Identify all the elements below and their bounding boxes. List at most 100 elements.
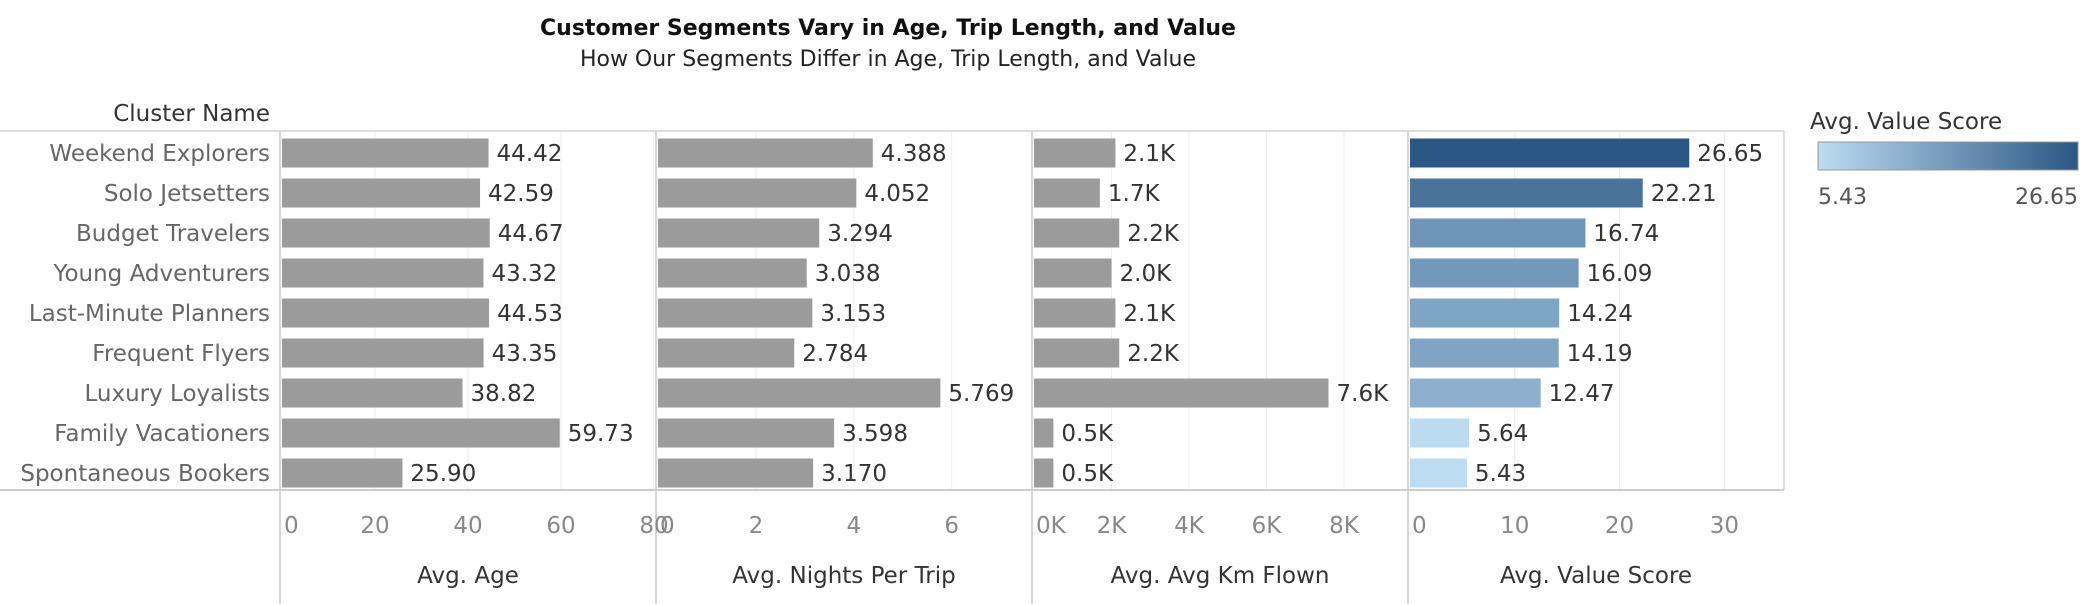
avg-nights-per-trip-bar-weekend-explorers [658, 138, 873, 168]
axis-layer: 0 20 40 60 80 Avg. Age 0 2 4 6 Avg. Nights Per Tri… [284, 513, 1739, 589]
avg-age-value-label-frequent-flyers: 43.35 [492, 341, 558, 367]
row-label-family-vacationers: Family Vacationers [54, 421, 270, 447]
avg-avg-km-flown-bar-budget-travelers [1034, 218, 1120, 248]
avg-avg-km-flown-value-label-luxury-loyalists: 7.6K [1337, 381, 1390, 407]
avg-age-value-label-solo-jetsetters: 42.59 [488, 181, 554, 207]
avg-nights-per-trip-axis-title: Avg. Nights Per Trip [732, 563, 955, 589]
avg-avg-km-flown-bar-weekend-explorers [1034, 138, 1116, 168]
avg-age-tick-label-0: 0 [284, 513, 299, 539]
avg-age-value-label-last-minute-planners: 44.53 [497, 301, 563, 327]
avg-value-score-bar-solo-jetsetters [1410, 178, 1643, 208]
row-label-last-minute-planners: Last-Minute Planners [29, 301, 270, 327]
avg-nights-per-trip-tick-label-0: 0 [660, 513, 675, 539]
avg-value-score-value-label-frequent-flyers: 14.19 [1567, 341, 1633, 367]
avg-nights-per-trip-value-label-luxury-loyalists: 5.769 [948, 381, 1014, 407]
color-legend: Avg. Value Score 5.43 26.65 [1810, 109, 2079, 210]
avg-age-tick-label-3: 60 [546, 513, 575, 539]
avg-nights-per-trip-value-label-budget-travelers: 3.294 [827, 221, 893, 247]
avg-avg-km-flown-bar-family-vacationers [1034, 418, 1054, 448]
avg-avg-km-flown-tick-label-4: 8K [1329, 513, 1360, 539]
avg-nights-per-trip-value-label-young-adventurers: 3.038 [815, 261, 881, 287]
avg-value-score-value-label-family-vacationers: 5.64 [1477, 421, 1528, 447]
avg-avg-km-flown-value-label-young-adventurers: 2.0K [1120, 261, 1173, 287]
avg-avg-km-flown-value-label-family-vacationers: 0.5K [1061, 421, 1114, 447]
avg-avg-km-flown-tick-label-1: 2K [1097, 513, 1128, 539]
avg-age-value-label-spontaneous-bookers: 25.90 [410, 461, 476, 487]
row-label-weekend-explorers: Weekend Explorers [49, 141, 270, 167]
avg-value-score-value-label-spontaneous-bookers: 5.43 [1475, 461, 1526, 487]
avg-value-score-axis-title: Avg. Value Score [1500, 563, 1692, 589]
avg-nights-per-trip-bar-young-adventurers [658, 258, 807, 288]
avg-nights-per-trip-bar-frequent-flyers [658, 338, 795, 368]
row-label-frequent-flyers: Frequent Flyers [92, 341, 270, 367]
legend-gradient-bar [1817, 141, 2079, 171]
avg-avg-km-flown-axis-title: Avg. Avg Km Flown [1110, 563, 1329, 589]
avg-nights-per-trip-bar-last-minute-planners [658, 298, 813, 328]
row-label-solo-jetsetters: Solo Jetsetters [104, 181, 270, 207]
avg-nights-per-trip-tick-label-2: 4 [846, 513, 861, 539]
legend-max-label: 26.65 [2015, 185, 2078, 210]
avg-nights-per-trip-value-label-family-vacationers: 3.598 [842, 421, 908, 447]
avg-age-bar-young-adventurers [282, 258, 484, 288]
bars-layer [282, 138, 1690, 488]
avg-value-score-bar-last-minute-planners [1410, 298, 1560, 328]
avg-value-score-tick-label-2: 20 [1605, 513, 1634, 539]
avg-value-score-value-label-solo-jetsetters: 22.21 [1651, 181, 1717, 207]
avg-nights-per-trip-bar-spontaneous-bookers [658, 458, 814, 488]
avg-value-score-tick-label-1: 10 [1500, 513, 1529, 539]
chart-title: Customer Segments Vary in Age, Trip Leng… [540, 16, 1236, 41]
row-label-young-adventurers: Young Adventurers [52, 261, 270, 287]
avg-avg-km-flown-tick-label-2: 4K [1174, 513, 1205, 539]
legend-title: Avg. Value Score [1810, 109, 2002, 135]
avg-value-score-value-label-luxury-loyalists: 12.47 [1549, 381, 1615, 407]
avg-nights-per-trip-bar-solo-jetsetters [658, 178, 857, 208]
avg-avg-km-flown-bar-solo-jetsetters [1034, 178, 1100, 208]
avg-nights-per-trip-value-label-spontaneous-bookers: 3.170 [821, 461, 887, 487]
avg-age-axis-title: Avg. Age [417, 563, 519, 589]
avg-age-tick-label-4: 80 [639, 513, 668, 539]
avg-nights-per-trip-bar-luxury-loyalists [658, 378, 941, 408]
avg-age-value-label-luxury-loyalists: 38.82 [471, 381, 537, 407]
legend-min-label: 5.43 [1818, 185, 1867, 210]
row-label-spontaneous-bookers: Spontaneous Bookers [20, 461, 270, 487]
avg-nights-per-trip-tick-label-1: 2 [749, 513, 764, 539]
chart-subtitle: How Our Segments Differ in Age, Trip Len… [580, 47, 1196, 72]
avg-age-value-label-budget-travelers: 44.67 [498, 221, 564, 247]
avg-age-value-label-family-vacationers: 59.73 [568, 421, 634, 447]
avg-age-bar-spontaneous-bookers [282, 458, 403, 488]
avg-age-bar-frequent-flyers [282, 338, 484, 368]
avg-avg-km-flown-bar-luxury-loyalists [1034, 378, 1329, 408]
avg-value-score-tick-label-0: 0 [1412, 513, 1427, 539]
avg-value-score-bar-family-vacationers [1410, 418, 1470, 448]
avg-nights-per-trip-bar-family-vacationers [658, 418, 835, 448]
avg-avg-km-flown-bar-frequent-flyers [1034, 338, 1120, 368]
avg-value-score-value-label-last-minute-planners: 14.24 [1567, 301, 1633, 327]
avg-age-value-label-young-adventurers: 43.32 [491, 261, 557, 287]
avg-age-bar-family-vacationers [282, 418, 560, 448]
avg-avg-km-flown-value-label-weekend-explorers: 2.1K [1123, 141, 1176, 167]
avg-value-score-bar-luxury-loyalists [1410, 378, 1541, 408]
row-header: Cluster Name [113, 101, 270, 127]
avg-age-bar-luxury-loyalists [282, 378, 463, 408]
avg-nights-per-trip-tick-label-3: 6 [944, 513, 959, 539]
avg-nights-per-trip-value-label-weekend-explorers: 4.388 [881, 141, 947, 167]
avg-value-score-value-label-weekend-explorers: 26.65 [1697, 141, 1763, 167]
avg-avg-km-flown-value-label-last-minute-planners: 2.1K [1123, 301, 1176, 327]
avg-value-score-value-label-budget-travelers: 16.74 [1593, 221, 1659, 247]
avg-age-bar-solo-jetsetters [282, 178, 481, 208]
avg-avg-km-flown-tick-label-0: 0K [1036, 513, 1067, 539]
avg-nights-per-trip-value-label-solo-jetsetters: 4.052 [864, 181, 930, 207]
avg-age-bar-last-minute-planners [282, 298, 490, 328]
avg-age-tick-label-2: 40 [453, 513, 482, 539]
avg-value-score-value-label-young-adventurers: 16.09 [1587, 261, 1653, 287]
row-label-budget-travelers: Budget Travelers [76, 221, 270, 247]
avg-avg-km-flown-value-label-budget-travelers: 2.2K [1127, 221, 1180, 247]
avg-avg-km-flown-value-label-solo-jetsetters: 1.7K [1108, 181, 1161, 207]
avg-avg-km-flown-value-label-frequent-flyers: 2.2K [1127, 341, 1180, 367]
avg-age-bar-weekend-explorers [282, 138, 489, 168]
row-label-luxury-loyalists: Luxury Loyalists [84, 381, 270, 407]
avg-value-score-tick-label-3: 30 [1710, 513, 1739, 539]
avg-nights-per-trip-bar-budget-travelers [658, 218, 820, 248]
